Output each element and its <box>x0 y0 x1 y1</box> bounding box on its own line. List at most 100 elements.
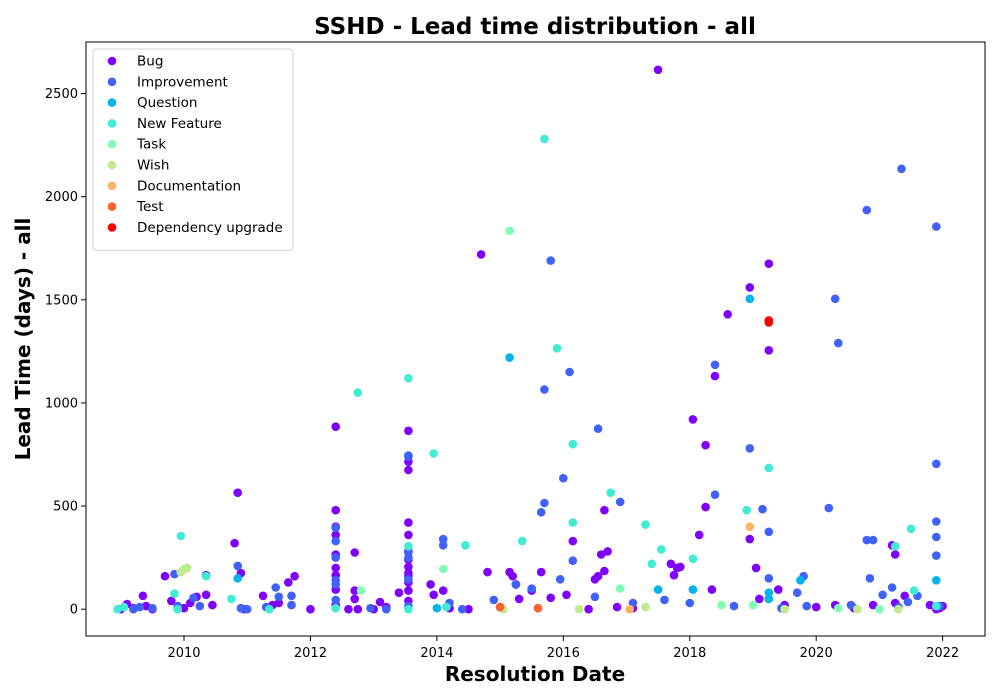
scatter-point <box>457 604 467 614</box>
scatter-point <box>160 571 170 581</box>
scatter-point <box>593 571 603 581</box>
scatter-point <box>438 564 448 574</box>
scatter-point <box>748 600 758 610</box>
scatter-point <box>404 586 413 595</box>
scatter-point <box>647 559 657 569</box>
series-3 <box>113 134 941 614</box>
scatter-point <box>707 585 717 594</box>
legend-marker <box>107 98 117 107</box>
scatter-point <box>353 604 363 614</box>
scatter-point <box>868 535 878 545</box>
legend-label: Improvement <box>137 74 228 90</box>
scatter-point <box>517 536 527 546</box>
legend-label: Wish <box>137 158 169 174</box>
scatter-point <box>208 600 217 610</box>
scatter-point <box>834 603 843 613</box>
scatter-point <box>615 584 625 593</box>
scatter-point <box>811 602 821 612</box>
scatter-point <box>404 465 413 475</box>
scatter-point <box>729 601 739 611</box>
legend-box <box>92 48 294 251</box>
scatter-point <box>906 524 916 534</box>
scatter-point <box>890 550 900 559</box>
scatter-point <box>274 598 284 608</box>
y-axis-label: Lead Time (days) - all <box>11 218 35 461</box>
scatter-point <box>432 603 442 613</box>
y-tick-label: 2000 <box>45 190 78 205</box>
legend-marker <box>107 202 117 211</box>
scatter-points <box>113 65 947 614</box>
scatter-point <box>590 592 600 602</box>
legend-item: Wish <box>107 158 169 174</box>
scatter-point <box>331 563 341 573</box>
scatter-point <box>694 530 704 540</box>
scatter-point <box>173 604 182 614</box>
scatter-point <box>932 601 941 611</box>
scatter-point <box>853 604 862 614</box>
x-axis: 2010 2012 2014 2016 2018 2020 2022 <box>167 636 959 661</box>
scatter-point <box>495 602 505 612</box>
scatter-point <box>745 534 755 544</box>
scatter-point <box>600 566 609 576</box>
scatter-point <box>742 505 751 515</box>
legend-item: New Feature <box>107 116 222 132</box>
scatter-point <box>925 600 935 610</box>
x-axis-label: Resolution Date <box>445 662 625 686</box>
scatter-point <box>331 595 341 605</box>
series-4 <box>356 226 884 614</box>
scatter-point <box>331 422 341 432</box>
scatter-point <box>527 584 536 593</box>
series-5 <box>176 563 903 614</box>
scatter-point <box>438 534 448 544</box>
legend-item: Improvement <box>107 74 228 90</box>
legend: Bug Improvement Question New Feature Task Wis… <box>92 48 294 251</box>
scatter-point <box>426 580 435 589</box>
scatter-point <box>274 592 284 602</box>
scatter-point <box>170 589 179 598</box>
scatter-point <box>660 595 669 605</box>
series-8 <box>764 316 774 327</box>
scatter-point <box>584 604 593 614</box>
scatter-point <box>271 583 281 592</box>
scatter-point <box>764 259 774 269</box>
scatter-point <box>764 318 774 327</box>
scatter-point <box>404 426 413 436</box>
scatter-point <box>227 594 236 604</box>
scatter-point <box>559 473 568 483</box>
scatter-point <box>429 590 439 600</box>
scatter-point <box>195 601 205 611</box>
scatter-point <box>878 590 887 600</box>
scatter-point <box>344 604 353 614</box>
scatter-point <box>350 548 360 557</box>
scatter-point <box>657 545 666 554</box>
scatter-point <box>615 497 625 507</box>
plot-frame <box>85 41 986 637</box>
scatter-point <box>540 385 549 394</box>
scatter-point <box>464 604 473 614</box>
scatter-point <box>600 505 609 515</box>
legend-item: Test <box>107 199 164 215</box>
scatter-point <box>932 576 941 585</box>
scatter-point <box>568 536 578 546</box>
scatter-point <box>669 570 679 580</box>
scatter-point <box>903 597 913 607</box>
scatter-point <box>404 604 413 614</box>
legend-marker <box>107 77 117 87</box>
scatter-point <box>932 517 941 526</box>
scatter-point <box>382 604 391 614</box>
scatter-point <box>555 575 565 584</box>
y-tick-label: 1500 <box>45 293 78 308</box>
scatter-point <box>176 531 186 541</box>
scatter-point <box>625 604 634 614</box>
scatter-point <box>701 440 710 450</box>
scatter-point <box>331 603 341 613</box>
scatter-point <box>356 586 366 595</box>
scatter-point <box>596 550 606 559</box>
scatter-point <box>758 504 767 514</box>
scatter-point <box>612 602 622 612</box>
legend-item: Dependency upgrade <box>107 220 283 236</box>
scatter-point <box>802 601 811 611</box>
scatter-point <box>685 598 695 608</box>
legend-label: Documentation <box>137 178 241 194</box>
y-axis: 0 500 1000 1500 2000 2500 <box>45 87 86 618</box>
